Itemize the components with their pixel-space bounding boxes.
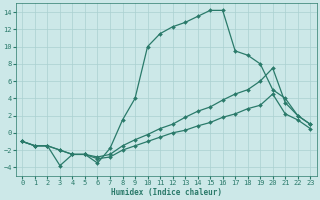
X-axis label: Humidex (Indice chaleur): Humidex (Indice chaleur) (111, 188, 222, 197)
